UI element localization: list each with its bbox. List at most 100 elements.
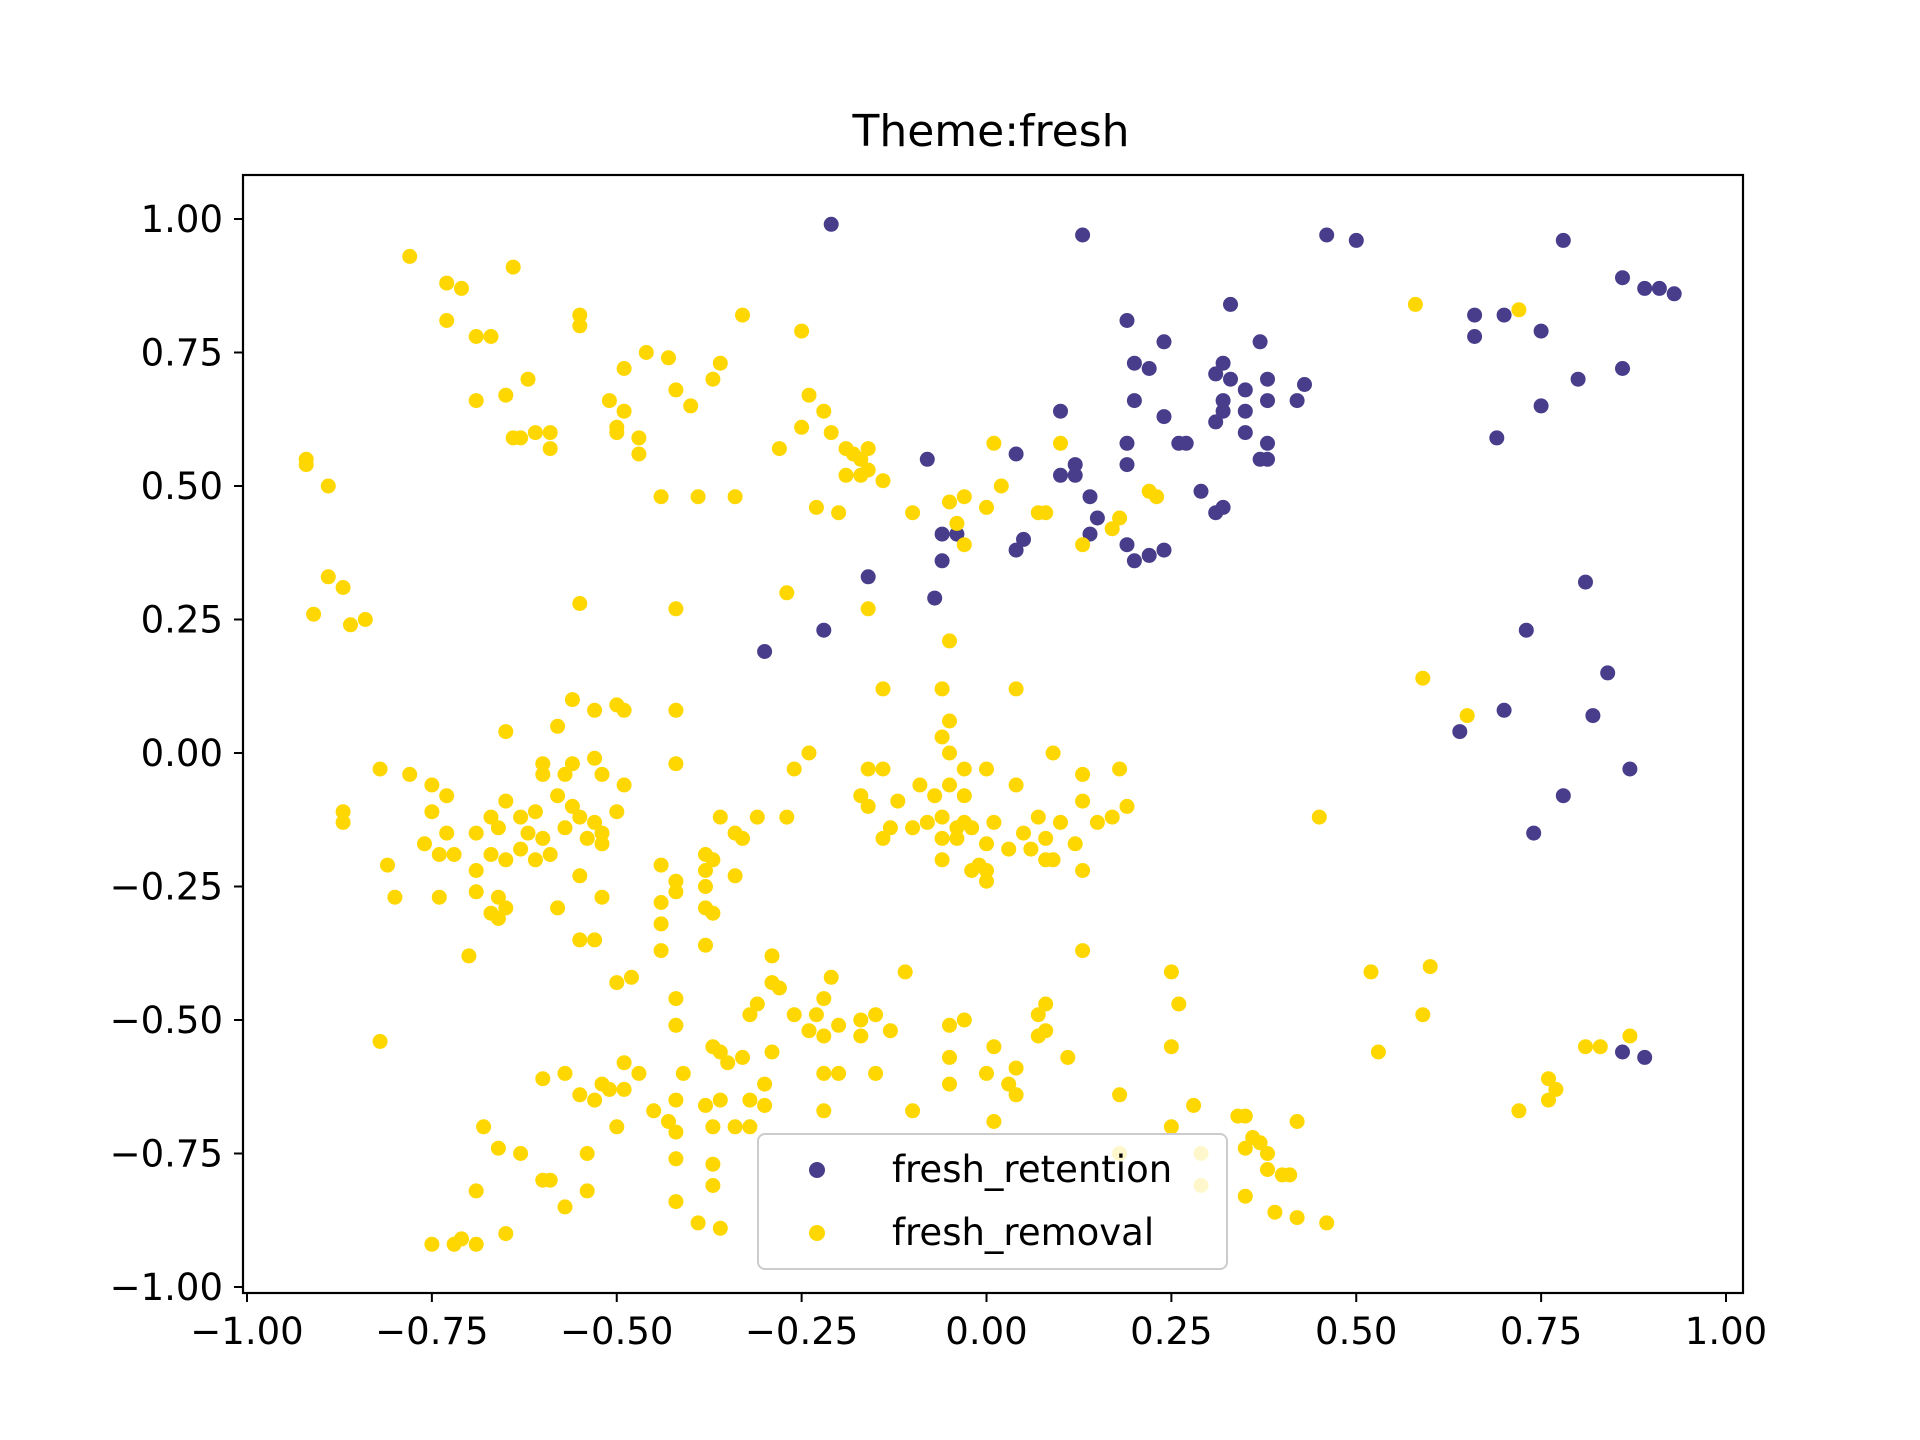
- data-point-fresh-retention: [1215, 499, 1231, 515]
- chart-title: Theme:fresh: [851, 106, 1129, 157]
- data-point-fresh-removal: [875, 761, 891, 777]
- data-point-fresh-removal: [653, 857, 669, 873]
- plot-frame: [241, 173, 1745, 1295]
- data-point-fresh-removal: [468, 1236, 484, 1252]
- x-tick-label: 1.00: [1685, 1310, 1767, 1353]
- data-point-fresh-removal: [542, 847, 558, 862]
- data-point-fresh-retention: [1319, 227, 1335, 243]
- data-point-fresh-retention: [1126, 393, 1142, 409]
- data-point-fresh-removal: [1075, 766, 1091, 782]
- data-point-fresh-removal: [653, 489, 669, 505]
- data-point-fresh-removal: [498, 900, 514, 916]
- data-point-fresh-removal: [1023, 841, 1039, 857]
- data-point-fresh-removal: [956, 1012, 972, 1028]
- data-point-fresh-removal: [387, 889, 403, 905]
- data-point-fresh-retention: [1533, 398, 1549, 414]
- data-point-fresh-removal: [1578, 1039, 1593, 1055]
- data-point-fresh-retention: [1260, 451, 1275, 467]
- data-point-fresh-removal: [668, 1092, 684, 1108]
- data-point-fresh-removal: [424, 804, 440, 820]
- data-point-fresh-removal: [402, 248, 418, 264]
- data-point-fresh-removal: [476, 1119, 492, 1135]
- data-point-fresh-removal: [1008, 777, 1024, 793]
- data-point-fresh-removal: [942, 777, 957, 793]
- data-point-fresh-removal: [690, 1215, 706, 1231]
- data-point-fresh-retention: [1496, 307, 1512, 323]
- data-point-fresh-retention: [1637, 280, 1653, 296]
- x-tick-label: 0.00: [945, 1310, 1027, 1353]
- data-point-fresh-removal: [490, 820, 506, 836]
- data-point-fresh-removal: [1016, 825, 1031, 841]
- data-point-fresh-removal: [853, 1012, 869, 1028]
- legend: fresh_retention fresh_removal: [757, 1133, 1228, 1270]
- y-tick-label: −1.00: [110, 1266, 223, 1309]
- series-fresh-removal: [298, 248, 1638, 1252]
- data-point-fresh-retention: [1223, 296, 1238, 312]
- data-point-fresh-removal: [698, 863, 713, 878]
- data-point-fresh-removal: [1008, 1060, 1024, 1076]
- data-point-fresh-retention: [1555, 788, 1571, 804]
- data-point-fresh-removal: [942, 1076, 957, 1092]
- data-point-fresh-retention: [1615, 1044, 1630, 1060]
- data-point-fresh-removal: [579, 1146, 595, 1161]
- data-point-fresh-retention: [1260, 371, 1275, 387]
- x-tick-label: −0.25: [745, 1310, 858, 1353]
- data-point-fresh-removal: [986, 1039, 1002, 1055]
- data-point-fresh-removal: [860, 798, 876, 814]
- data-point-fresh-retention: [1067, 467, 1083, 483]
- data-point-fresh-removal: [638, 345, 654, 360]
- data-point-fresh-removal: [609, 975, 625, 991]
- data-point-fresh-removal: [1038, 996, 1054, 1012]
- data-point-fresh-removal: [542, 1172, 558, 1188]
- data-point-fresh-removal: [468, 825, 484, 841]
- data-point-fresh-removal: [1548, 1081, 1564, 1097]
- data-point-fresh-removal: [527, 852, 543, 868]
- data-point-fresh-removal: [631, 430, 647, 446]
- data-point-fresh-removal: [882, 820, 898, 836]
- data-point-fresh-removal: [587, 932, 603, 948]
- data-point-fresh-removal: [823, 969, 839, 985]
- data-point-fresh-removal: [631, 446, 647, 462]
- data-point-fresh-removal: [1112, 1087, 1128, 1103]
- data-point-fresh-removal: [771, 441, 787, 457]
- data-point-fresh-removal: [934, 681, 950, 697]
- data-point-fresh-retention: [1215, 403, 1231, 419]
- data-point-fresh-removal: [298, 457, 314, 473]
- data-point-fresh-removal: [668, 1194, 684, 1210]
- data-point-fresh-removal: [616, 777, 632, 793]
- data-point-fresh-removal: [771, 980, 787, 996]
- data-point-fresh-retention: [1215, 355, 1231, 371]
- data-point-fresh-removal: [594, 825, 610, 841]
- data-point-fresh-removal: [1030, 1028, 1046, 1044]
- data-point-fresh-removal: [579, 1183, 595, 1199]
- data-point-fresh-removal: [853, 1028, 869, 1044]
- data-point-fresh-retention: [1252, 334, 1268, 350]
- data-point-fresh-retention: [1053, 467, 1068, 483]
- data-point-fresh-removal: [631, 1065, 647, 1081]
- data-point-fresh-retention: [1016, 531, 1031, 547]
- data-point-fresh-removal: [853, 788, 869, 804]
- data-point-fresh-removal: [875, 830, 891, 846]
- data-point-fresh-retention: [1237, 403, 1253, 419]
- data-point-fresh-removal: [557, 1199, 573, 1215]
- data-point-fresh-removal: [490, 911, 506, 926]
- data-point-fresh-retention: [1126, 355, 1142, 371]
- data-point-fresh-removal: [986, 1114, 1002, 1129]
- y-tick-label: −0.50: [110, 999, 223, 1042]
- data-point-fresh-removal: [1260, 1146, 1275, 1161]
- data-point-fresh-retention: [934, 553, 950, 569]
- data-point-fresh-removal: [764, 1044, 780, 1060]
- data-point-fresh-removal: [557, 766, 573, 782]
- data-point-fresh-removal: [1370, 1044, 1386, 1060]
- data-point-fresh-removal: [956, 489, 972, 505]
- data-point-fresh-removal: [942, 1049, 957, 1065]
- data-point-fresh-removal: [942, 633, 957, 649]
- data-point-fresh-removal: [1282, 1167, 1298, 1183]
- data-point-fresh-retention: [1467, 329, 1483, 344]
- data-point-fresh-removal: [1030, 809, 1046, 825]
- data-point-fresh-retention: [1637, 1049, 1653, 1065]
- data-point-fresh-removal: [698, 937, 713, 953]
- points-layer: [298, 216, 1682, 1252]
- data-point-fresh-removal: [979, 873, 994, 889]
